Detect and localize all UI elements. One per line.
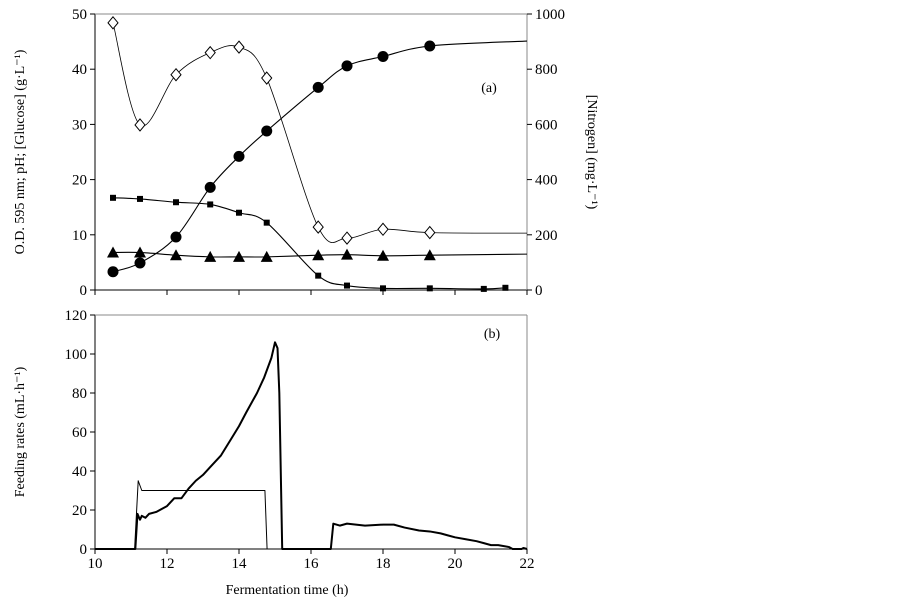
panel-a-y-tick-label: 40 <box>72 62 87 78</box>
panel-b-x-tick-label: 16 <box>304 556 320 572</box>
nitrogen-point <box>137 195 143 202</box>
panel-b-x-tick-label: 10 <box>88 556 103 572</box>
ph-point <box>134 246 146 258</box>
glucose-fit-line <box>112 22 528 243</box>
o-d-595-nm-point <box>424 40 436 52</box>
ph-point <box>377 249 389 261</box>
panel-b-x-tick-label: 12 <box>160 556 175 572</box>
ph-point <box>233 250 245 262</box>
panel-b-y-tick-label: 60 <box>72 425 87 441</box>
ph-point <box>107 246 119 258</box>
nitrogen-point <box>380 285 386 292</box>
panel-b-y-tick-label: 40 <box>72 464 87 480</box>
nitrogen-point <box>173 199 179 206</box>
o-d-595-nm-point <box>134 257 146 269</box>
panel-a-y-tick-label: 30 <box>72 117 87 133</box>
nitrogen-point <box>344 282 350 289</box>
nitrogen-point <box>236 209 242 216</box>
nitrogen-point <box>426 285 433 292</box>
glucose-point <box>312 220 324 234</box>
o-d-595-nm-point <box>261 125 273 137</box>
panel-a-y2-tick-label: 0 <box>535 283 543 299</box>
panel-a-y2-tick-label: 200 <box>535 228 558 244</box>
glucose-point <box>377 222 389 237</box>
ph-point <box>423 249 436 261</box>
ph-point <box>312 249 325 261</box>
o-d-595-nm-point <box>170 231 182 243</box>
o-d-595-nm-point <box>204 181 216 193</box>
x-axis-title: Fermentation time (h) <box>226 583 349 598</box>
panel-b-y-tick-label: 120 <box>65 308 88 324</box>
ph-point <box>260 250 273 262</box>
panel-a-label: (a) <box>481 81 497 96</box>
panel-a-y2-tick-label: 1000 <box>535 7 565 23</box>
ph-point <box>170 249 182 261</box>
nitrogen-point <box>263 219 270 226</box>
glucose-point <box>233 40 245 54</box>
panel-b-x-tick-label: 22 <box>520 556 535 572</box>
panel-a-y-tick-label: 50 <box>72 7 87 23</box>
glucose-point <box>107 16 119 30</box>
panel-b-y-tick-label: 0 <box>80 542 88 558</box>
o-d-595-nm-point <box>312 81 324 93</box>
feed-2-line <box>95 341 528 550</box>
nitrogen-point <box>315 272 322 279</box>
panel-b: 0 20 40 60 80 100 120 10 12 14 16 18 20 22 <box>65 308 535 572</box>
panel-a-y2-tick-label: 400 <box>535 173 558 189</box>
panel-b-x-tick-label: 20 <box>448 556 463 572</box>
panel-a-y2-tick-label: 600 <box>535 117 558 133</box>
panel-a: 0 10 20 30 40 50 0 200 400 600 800 1000 <box>72 7 565 299</box>
glucose-point <box>170 67 182 82</box>
ph-point <box>204 250 217 262</box>
panel-a-y-tick-label: 0 <box>80 283 88 299</box>
glucose-point <box>261 71 273 85</box>
panel-b-y-tick-label: 100 <box>65 347 88 363</box>
ph-point <box>341 248 353 260</box>
glucose-point <box>341 231 353 245</box>
panel-b-x-tick-label: 18 <box>376 556 391 572</box>
panel-a-y-tick-label: 10 <box>72 228 87 244</box>
panel-a-y2-axis-title: [Nitrogen] (mg·L⁻¹) <box>584 95 599 210</box>
panel-a-y-tick-label: 20 <box>72 173 87 189</box>
panel-b-y-tick-label: 80 <box>72 386 87 402</box>
glucose-point <box>424 225 436 240</box>
nitrogen-point <box>207 201 214 208</box>
panel-b-label: (b) <box>484 327 501 342</box>
o-d-595-nm-point <box>107 266 119 278</box>
glucose-point <box>134 118 146 132</box>
o-d-595-nm-point <box>341 60 353 72</box>
panel-a-y-axis-title: O.D. 595 nm; pH; [Glucose] (g·L⁻¹) <box>13 49 28 254</box>
o-d-595-nm-point <box>233 150 245 162</box>
nitrogen-point <box>110 194 116 201</box>
glucose-point <box>204 45 216 60</box>
nitrogen-point <box>502 284 509 291</box>
panel-a-y2-tick-label: 800 <box>535 62 558 78</box>
o-d-595-nm-point <box>377 51 389 63</box>
panel-b-y-tick-label: 20 <box>72 503 87 519</box>
nitrogen-fit-line <box>112 197 506 290</box>
panel-b-x-tick-label: 14 <box>232 556 248 572</box>
nitrogen-point <box>480 285 487 292</box>
panel-b-y-axis-title: Feeding rates (mL·h⁻¹) <box>13 366 28 497</box>
